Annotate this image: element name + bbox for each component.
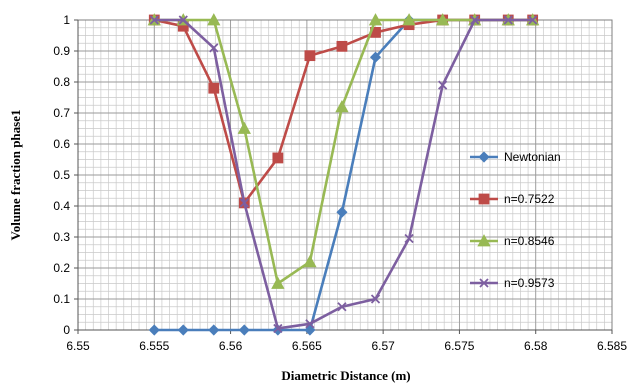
data-point xyxy=(207,13,221,26)
legend-item: n=0.9573 xyxy=(470,276,555,290)
legend-marker xyxy=(477,234,491,247)
data-point xyxy=(271,276,285,289)
data-point xyxy=(272,152,284,164)
x-tick-labels: 6.55 6.555 6.56 6.565 6.57 6.575 6.58 6.585 xyxy=(66,330,627,353)
x-tick-label: 6.56 xyxy=(219,339,243,353)
y-tick-label: 0.9 xyxy=(53,44,70,58)
y-tick-label: 0.8 xyxy=(53,75,70,89)
y-tick-labels: 0 0.1 0.2 0.3 0.4 0.5 0.6 0.7 0.8 0.9 1 xyxy=(53,13,78,337)
data-point xyxy=(370,294,381,304)
legend-label: n=0.9573 xyxy=(504,276,555,290)
data-point xyxy=(438,80,448,90)
x-tick-label: 6.55 xyxy=(66,339,90,353)
data-point xyxy=(528,15,538,25)
series-group xyxy=(147,13,540,336)
legend-item: Newtonian xyxy=(470,150,561,164)
legend-item: n=0.8546 xyxy=(470,234,555,248)
data-point xyxy=(208,82,220,94)
data-point xyxy=(470,15,480,25)
y-tick-label: 1 xyxy=(63,13,70,27)
x-tick-label: 6.555 xyxy=(139,339,169,353)
data-point xyxy=(208,324,220,336)
data-point xyxy=(335,99,349,113)
legend-item: n=0.7522 xyxy=(470,192,555,206)
x-tick-label: 6.565 xyxy=(292,339,322,353)
y-axis-title: Volume fraction phase1 xyxy=(8,110,23,241)
legend-label: n=0.7522 xyxy=(504,192,555,206)
data-point xyxy=(368,13,383,26)
y-tick-label: 0.2 xyxy=(53,261,70,275)
y-tick-label: 0.4 xyxy=(53,199,70,213)
x-tick-label: 6.585 xyxy=(597,339,627,353)
data-point xyxy=(237,121,251,134)
data-point xyxy=(336,40,348,52)
data-point xyxy=(149,15,159,25)
y-tick-label: 0.6 xyxy=(53,137,70,151)
y-tick-label: 0 xyxy=(63,323,70,337)
x-tick-label: 6.58 xyxy=(524,339,548,353)
legend: Newtonian n=0.7522 n=0.8546 n=0.9573 xyxy=(470,150,561,290)
data-point xyxy=(336,206,348,218)
data-point xyxy=(304,50,316,62)
legend-label: Newtonian xyxy=(504,150,561,164)
y-tick-label: 0.7 xyxy=(53,106,70,120)
y-tick-label: 0.5 xyxy=(53,168,70,182)
x-tick-label: 6.575 xyxy=(444,339,474,353)
data-point xyxy=(178,15,188,25)
data-point xyxy=(209,43,219,53)
y-tick-label: 0.1 xyxy=(53,292,70,306)
data-point xyxy=(305,319,315,329)
y-tick-label: 0.3 xyxy=(53,230,70,244)
x-tick-label: 6.57 xyxy=(371,339,395,353)
legend-label: n=0.8546 xyxy=(504,234,555,248)
series-4 xyxy=(149,15,538,334)
legend-marker xyxy=(479,278,489,288)
data-point xyxy=(503,15,513,25)
data-point xyxy=(238,324,250,336)
series-3 xyxy=(147,13,540,289)
legend-marker xyxy=(478,151,490,163)
legend-marker xyxy=(478,193,490,205)
data-point xyxy=(177,324,189,336)
data-point xyxy=(404,233,414,244)
data-point xyxy=(239,198,249,208)
data-point xyxy=(148,324,160,336)
data-point xyxy=(435,13,450,26)
data-point xyxy=(337,302,347,312)
x-axis-title: Diametric Distance (m) xyxy=(281,368,410,383)
data-point xyxy=(369,51,382,63)
data-point xyxy=(273,323,283,334)
data-point xyxy=(303,254,317,268)
data-point xyxy=(402,13,416,26)
